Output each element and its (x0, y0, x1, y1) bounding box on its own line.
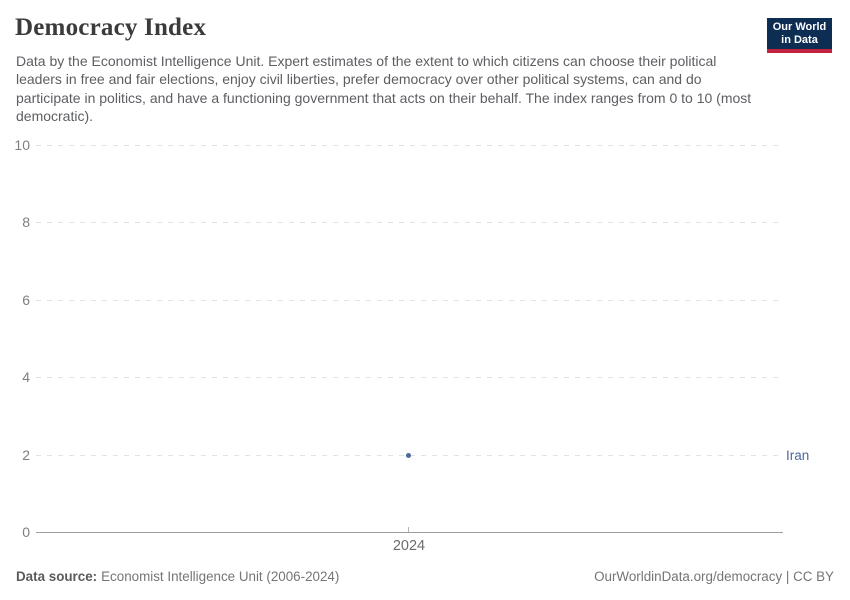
data-source-label: Data source: (16, 569, 98, 584)
data-source-line[interactable]: Data source: Economist Intelligence Unit … (16, 569, 339, 584)
gridline (36, 145, 783, 146)
gridline (36, 300, 783, 301)
y-axis-tick-label: 6 (22, 292, 30, 308)
owid-url-license-link[interactable]: OurWorldinData.org/democracy | CC BY (594, 569, 834, 584)
y-axis-tick-label: 8 (22, 214, 30, 230)
data-point-iran-2024[interactable] (406, 453, 411, 458)
owid-logo[interactable]: Our World in Data (767, 18, 832, 53)
gridline (36, 377, 783, 378)
gridline (36, 222, 783, 223)
chart-subtitle: Data by the Economist Intelligence Unit.… (16, 53, 752, 125)
entity-label-iran[interactable]: Iran (786, 448, 810, 463)
owid-logo-accent-bar (767, 49, 832, 53)
y-axis-tick-label: 2 (22, 447, 30, 463)
chart-footer: Data source: Economist Intelligence Unit … (16, 569, 834, 584)
x-axis-tick-label: 2024 (392, 538, 426, 554)
data-source-text: Economist Intelligence Unit (2006-2024) (101, 569, 340, 584)
x-axis-line (36, 532, 783, 533)
y-axis-tick-label: 10 (14, 137, 30, 153)
owid-logo-text: Our World in Data (767, 18, 832, 49)
page-title: Democracy Index (15, 14, 207, 41)
x-axis-tick-mark (408, 527, 409, 532)
y-axis-tick-label: 0 (22, 524, 30, 540)
y-axis-tick-label: 4 (22, 369, 30, 385)
